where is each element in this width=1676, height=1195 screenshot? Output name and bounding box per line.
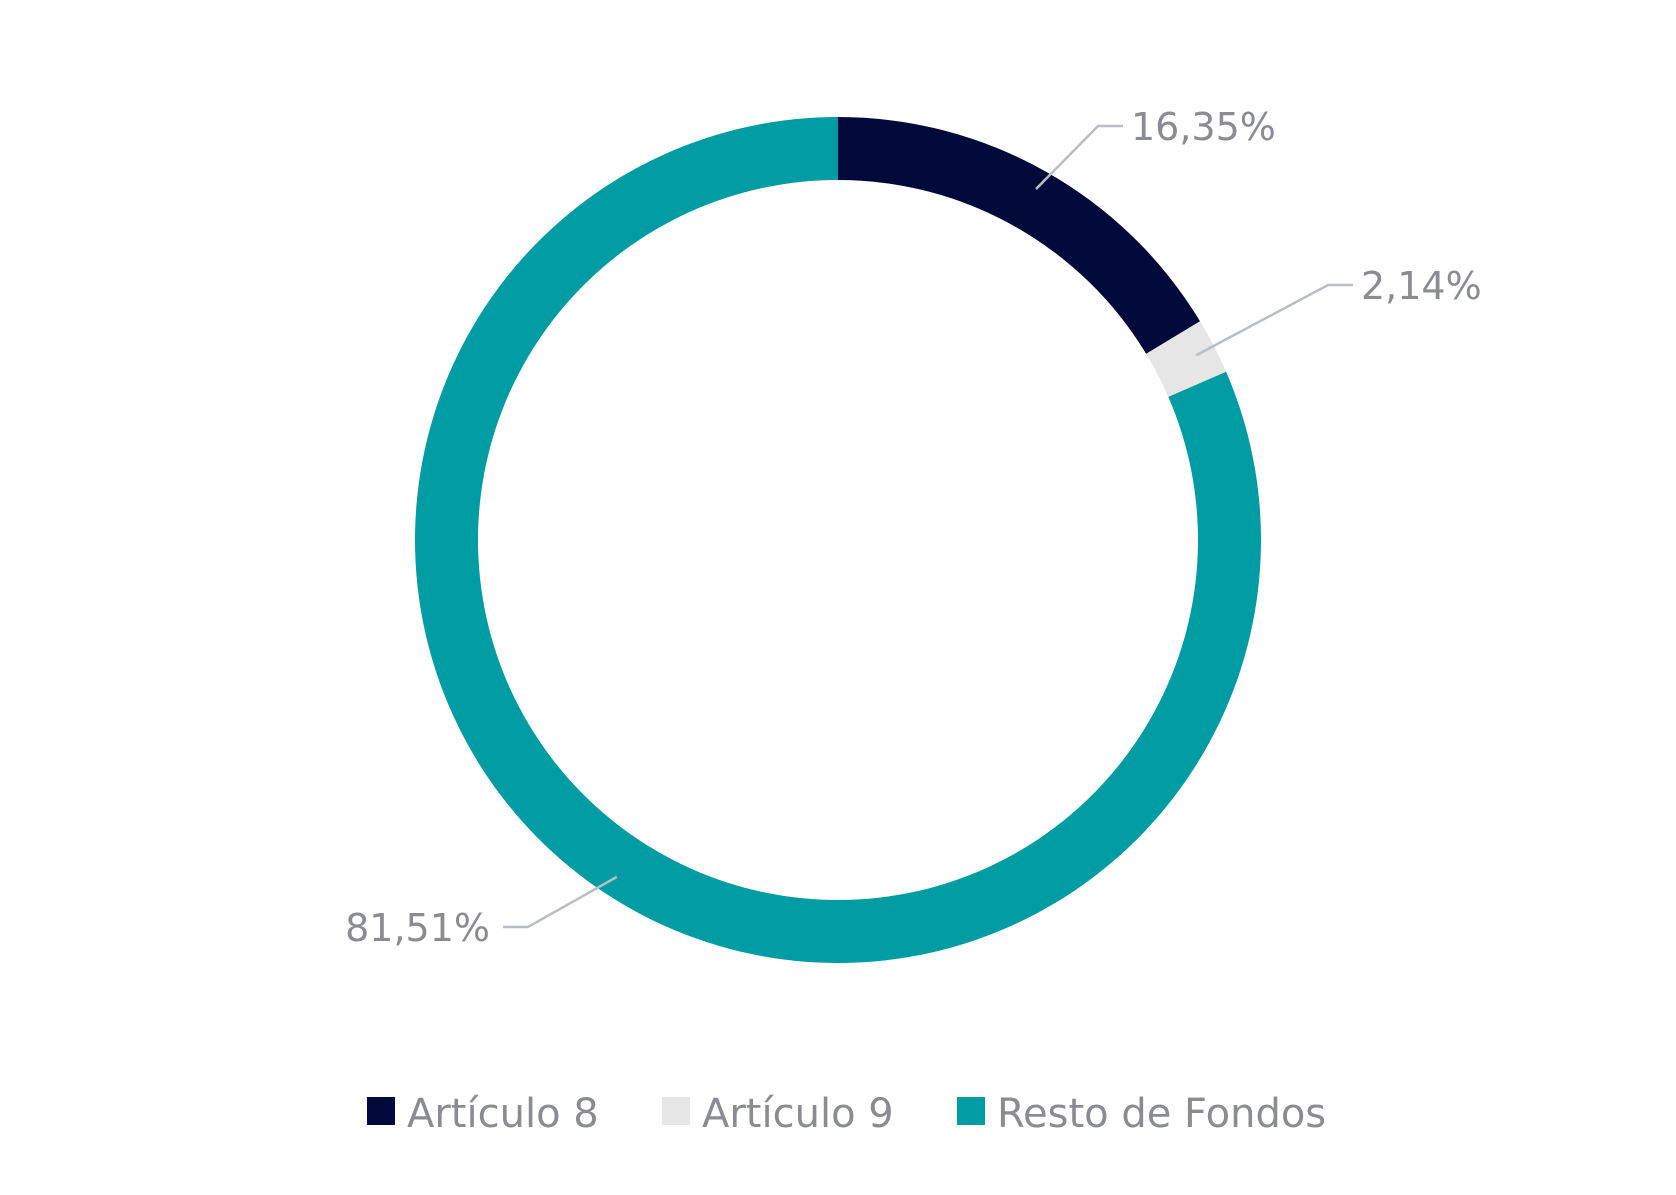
data-label-articulo-8: 16,35% bbox=[1131, 105, 1276, 149]
legend: Artículo 8 Artículo 9 Resto de Fondos bbox=[367, 1091, 1326, 1137]
leader-line-articulo-8 bbox=[1035, 124, 1123, 190]
legend-swatch-articulo-8 bbox=[367, 1097, 395, 1125]
legend-swatch-articulo-9 bbox=[662, 1097, 690, 1125]
leader-lines bbox=[503, 124, 1353, 929]
slice-articulo-9 bbox=[1146, 321, 1227, 397]
data-labels: 16,35% 2,14% 81,51% bbox=[345, 105, 1482, 950]
legend-swatch-resto-de-fondos bbox=[957, 1097, 985, 1125]
legend-label-resto-de-fondos: Resto de Fondos bbox=[997, 1091, 1326, 1137]
data-label-articulo-9: 2,14% bbox=[1361, 264, 1482, 308]
leader-line-articulo-9 bbox=[1195, 283, 1353, 357]
slice-articulo-8 bbox=[838, 117, 1201, 354]
donut-slices bbox=[415, 117, 1261, 964]
leader-line-resto-de-fondos bbox=[503, 875, 618, 929]
legend-label-articulo-8: Artículo 8 bbox=[407, 1091, 599, 1137]
legend-label-articulo-9: Artículo 9 bbox=[702, 1091, 894, 1137]
data-label-resto-de-fondos: 81,51% bbox=[345, 906, 490, 950]
